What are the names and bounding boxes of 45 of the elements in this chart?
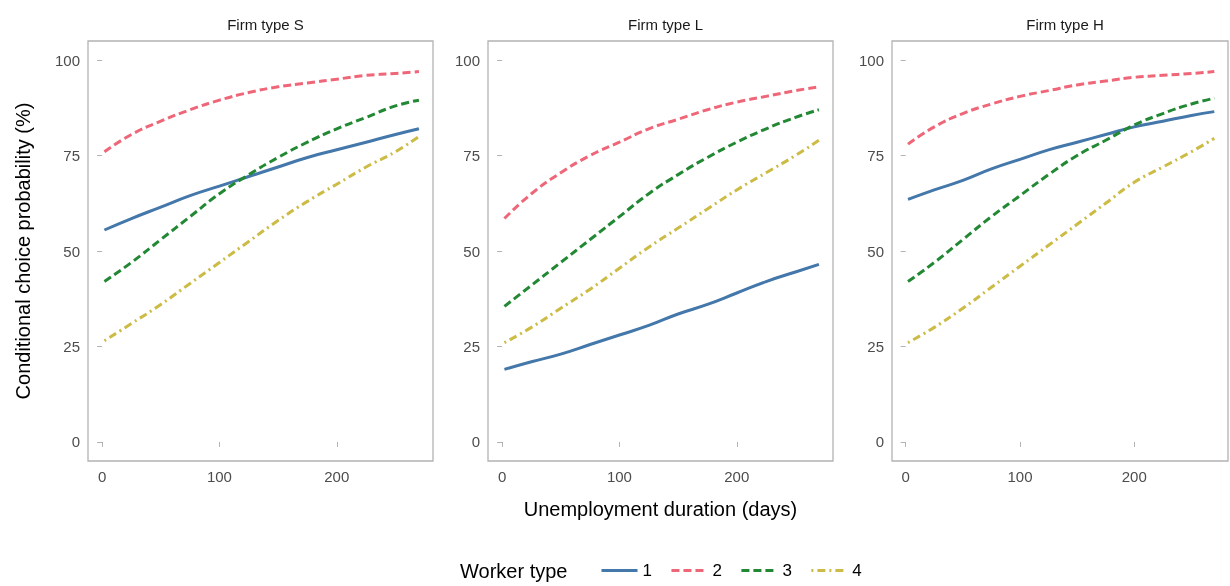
legend-label: 2 [712,561,722,580]
line-series [906,110,1216,201]
line-series [102,70,421,154]
x-axis-title: Unemployment duration (days) [523,498,798,520]
line-series [102,127,421,232]
x-tick-label: 0 [497,468,507,485]
legend-label: 3 [782,561,792,580]
y-tick-label: 75 [463,147,480,165]
y-tick-label: 50 [867,242,884,260]
chart-title: Firm type L [627,16,704,33]
y-axis-title: Conditional choice probability (%) [12,102,34,400]
line-series [906,136,1216,345]
chart-title: Firm type H [1026,16,1104,33]
line-series [502,108,821,308]
x-tick-label: 100 [206,468,232,485]
x-tick-label: 200 [724,468,750,485]
y-tick-label: 100 [858,51,884,69]
y-tick-label: 75 [867,147,884,165]
y-tick-label: 25 [63,337,80,355]
y-tick-label: 0 [71,433,80,451]
line-series [102,134,421,343]
x-tick-label: 100 [1007,468,1033,485]
line-series [906,70,1216,146]
y-tick-label: 25 [867,337,884,355]
y-tick-label: 100 [54,51,80,69]
y-tick-label: 0 [875,433,884,451]
chart-title: Firm type S [227,16,304,33]
x-tick-label: 0 [901,468,910,485]
y-tick-label: 100 [454,51,480,69]
line-series [906,96,1216,284]
x-tick-label: 200 [1121,468,1147,485]
legend-title: Worker type [460,560,568,582]
line-series [502,262,821,371]
x-tick-label: 100 [606,468,632,485]
x-tick-label: 0 [97,468,107,485]
y-tick-label: 50 [63,242,80,260]
legend-label: 1 [642,561,652,580]
y-tick-label: 25 [463,337,480,355]
y-tick-label: 0 [471,433,480,451]
legend-label: 4 [852,561,862,580]
line-series [102,98,421,284]
x-tick-label: 200 [324,468,350,485]
y-tick-label: 75 [63,147,80,165]
y-tick-label: 50 [463,242,480,260]
line-series [502,138,821,345]
